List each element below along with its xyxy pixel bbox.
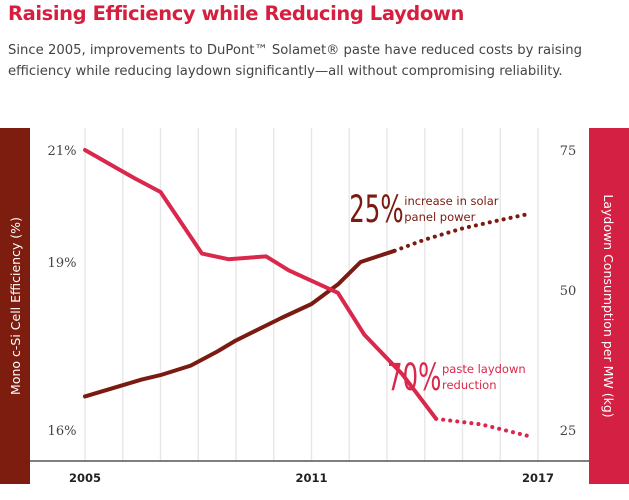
- x-tick-label: 2017: [522, 471, 554, 485]
- annotation-value: 25%: [349, 189, 403, 232]
- series-lines: [83, 148, 529, 438]
- annotations: 25% increase in solar panel power 70% paste …: [349, 189, 525, 400]
- left-tick-label: 19%: [48, 256, 77, 271]
- right-tick-label: 75: [560, 144, 577, 159]
- left-axis-label: Mono c-Si Cell Efficiency (%): [8, 217, 23, 395]
- right-tick-label: 25: [560, 424, 577, 439]
- left-axis-ticks: 21% 19% 16%: [48, 144, 77, 439]
- annotation-text-line: reduction: [442, 378, 497, 392]
- left-tick-label: 16%: [48, 424, 77, 439]
- x-tick-label: 2005: [69, 471, 101, 485]
- right-axis-label: Laydown Consumption per MW (kg): [601, 194, 616, 417]
- left-axis-band: [0, 128, 30, 484]
- annotation-text-line: paste laydown: [442, 362, 526, 376]
- annotation-value: 70%: [387, 357, 441, 400]
- x-axis-ticks: 2005 2011 2017: [69, 471, 554, 485]
- x-tick-label: 2011: [295, 471, 327, 485]
- annotation-text-line: increase in solar: [404, 194, 499, 208]
- annotation-text-line: panel power: [404, 210, 475, 224]
- chart-title: Raising Efficiency while Reducing Laydow…: [8, 2, 464, 25]
- right-axis-ticks: 75 50 25: [560, 144, 577, 439]
- chart-subtitle: Since 2005, improvements to DuPont™ Sola…: [8, 43, 583, 79]
- right-axis-band: [589, 128, 629, 484]
- grid-lines: [84, 128, 539, 461]
- right-tick-label: 50: [560, 284, 577, 299]
- series-line-laydown: [83, 148, 439, 421]
- series-projection-laydown: [434, 416, 529, 438]
- series-line-efficiency: [83, 248, 397, 399]
- series-projection-efficiency: [392, 212, 529, 253]
- left-tick-label: 21%: [48, 144, 77, 159]
